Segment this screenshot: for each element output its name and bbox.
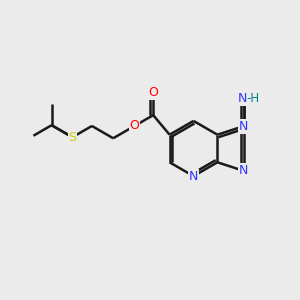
Text: -H: -H <box>247 92 260 105</box>
Text: N: N <box>239 92 248 105</box>
Text: O: O <box>148 86 158 99</box>
Text: O: O <box>130 119 140 133</box>
Text: N: N <box>239 120 248 133</box>
Text: S: S <box>68 131 76 144</box>
Text: N: N <box>189 169 198 183</box>
Text: N: N <box>237 92 247 105</box>
Text: N: N <box>239 164 248 177</box>
